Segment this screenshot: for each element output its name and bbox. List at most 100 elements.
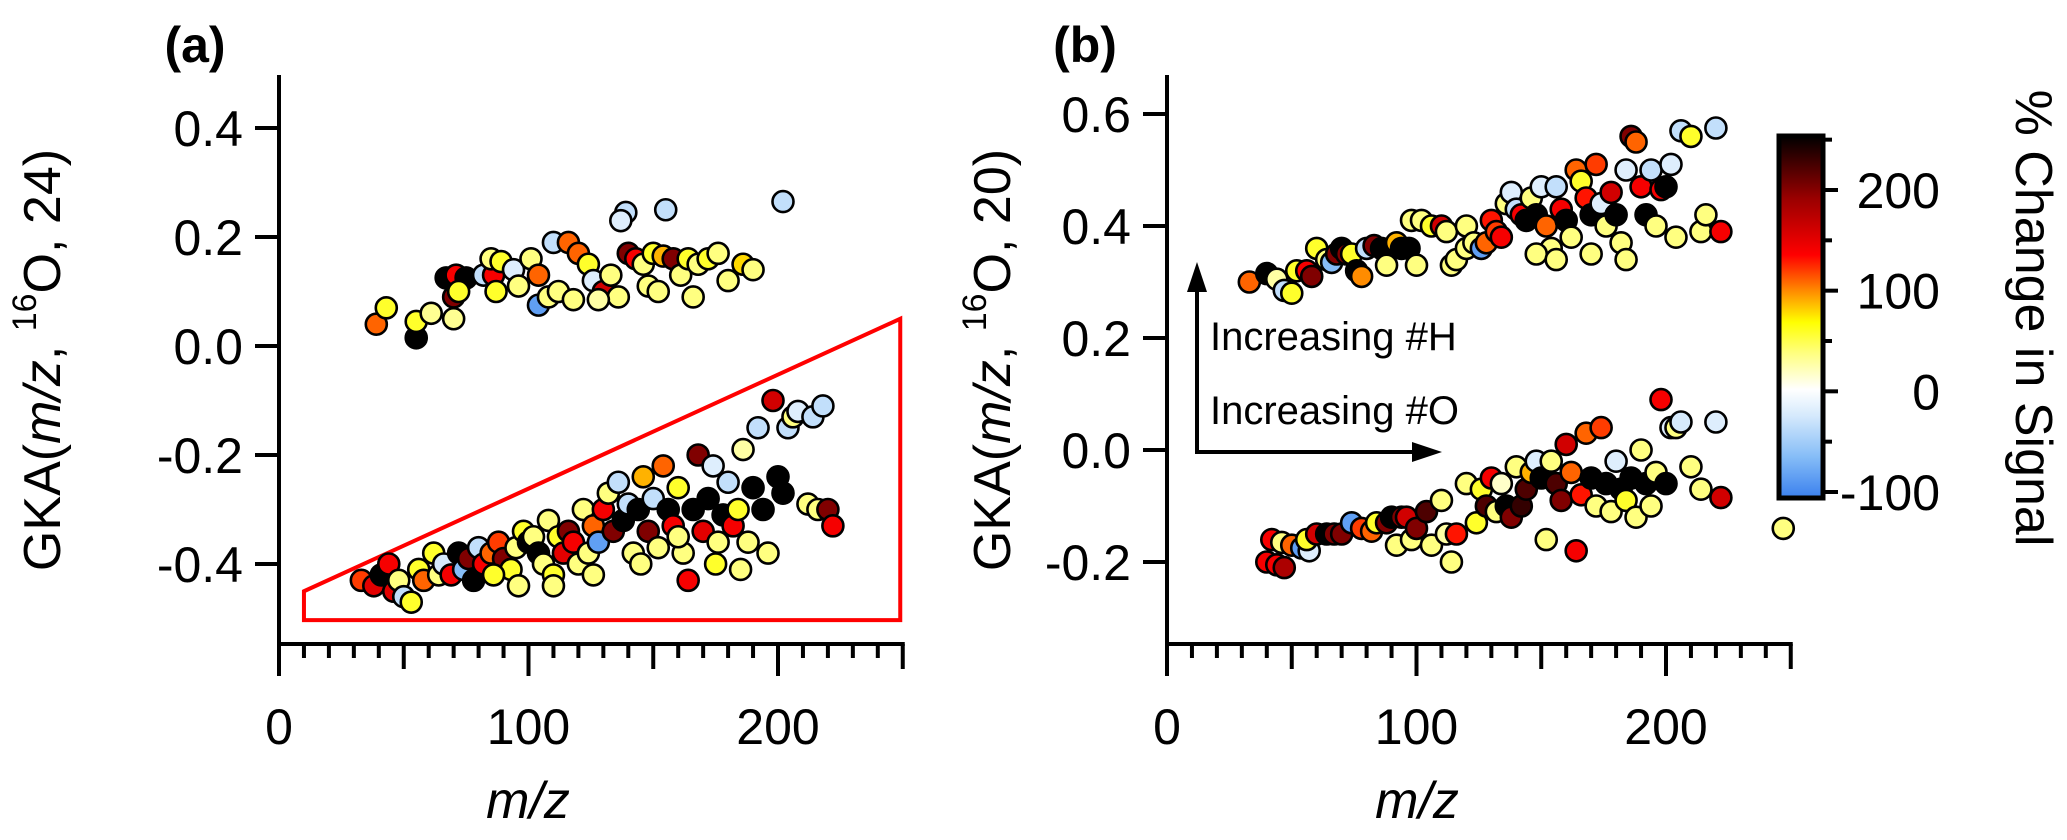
colorbar-tick-label: 100 <box>1857 264 1940 320</box>
ylabel-a-suffix: O, 24) <box>14 149 72 294</box>
panel-b-y-tick-label: 0.0 <box>1061 423 1131 479</box>
panel-b-data-point <box>1589 415 1613 440</box>
panel-b-y-tick-label: -0.2 <box>1045 535 1131 591</box>
panel-a-data-point <box>419 301 443 326</box>
panel-b-data-point <box>1584 152 1608 177</box>
panel-b-data-point <box>1544 247 1569 272</box>
panel-b-data-point <box>1464 510 1489 535</box>
panel-b-data-point <box>1559 225 1583 249</box>
panel-a-data-point <box>811 394 835 418</box>
panel-b-y-tick-label: 0.4 <box>1061 199 1131 255</box>
panel-b-data-point <box>1659 152 1683 177</box>
panel-b-data-point <box>1439 550 1464 574</box>
panel-b-label: (b) <box>1053 17 1117 73</box>
panel-b-x-tick-label: 100 <box>1375 699 1458 755</box>
panel-b-data-point <box>1429 488 1454 513</box>
colorbar: 200 100 0 -100 % Change in Signal <box>1776 90 2062 547</box>
panel-a-label: (a) <box>164 17 225 73</box>
panel-a-data-point <box>646 535 671 560</box>
ylabel-a-comma: , <box>14 331 72 360</box>
panel-a-data-point <box>751 497 775 522</box>
panel-b-data-point <box>1644 214 1668 238</box>
panel-b-x-tick-label: 200 <box>1624 699 1707 755</box>
panel-b-data-point <box>1534 214 1559 238</box>
panel-a-data-point <box>653 197 678 222</box>
ylabel-b-superscript: 16 <box>956 293 994 331</box>
ylabel-b-comma: , <box>964 331 1022 360</box>
panel-b-data-point <box>1559 460 1583 485</box>
panel-b-data-point <box>1434 219 1459 244</box>
panel-a-data-point <box>599 263 623 287</box>
panel-b-data-point <box>1544 175 1569 199</box>
panel-b-data-point <box>1524 242 1549 266</box>
colorbar-scale <box>1776 133 1826 501</box>
direction-arrows: Increasing #H Increasing #O <box>1187 262 1459 462</box>
panel-a-data-point <box>561 287 586 312</box>
panel-a-data-point <box>741 257 765 282</box>
panel-a-data-point <box>716 470 740 495</box>
annotation-increasing-h: Increasing #H <box>1210 315 1457 359</box>
panel-a-data-point <box>646 279 671 304</box>
panel-a-x-tick-label: 200 <box>736 699 819 755</box>
panel-a: (a) GKA(m/z, 16O, 24) m/z 0.40.20.0-0.2-… <box>6 17 905 830</box>
panel-b-data-point <box>1639 494 1663 518</box>
panel-a-data-point <box>703 552 728 576</box>
panel-b: (b) GKA(m/z, 16O, 20) m/z Increasing #H … <box>956 17 1796 830</box>
panel-a-axes: 0.4 0.2 0.0 -0.2 -0.4 0 100 200 <box>157 75 905 755</box>
panel-a-y-tick-label: -0.4 <box>157 537 243 593</box>
panel-a-data-point <box>728 557 753 582</box>
panel-a-x-axis-title: m/z <box>486 772 570 830</box>
panel-a-data-point <box>731 437 755 462</box>
panel-b-data-point <box>1614 488 1638 513</box>
panel-b-data-point <box>1669 410 1693 434</box>
panel-a-data-point <box>696 486 720 511</box>
panel-b-data-point <box>1489 225 1514 249</box>
panel-b-data-point <box>1649 387 1673 412</box>
panel-b-data-point <box>1564 538 1588 563</box>
panel-a-data-point <box>761 388 785 413</box>
panel-b-data-point <box>1604 203 1628 227</box>
panel-b-data-point <box>1654 175 1678 199</box>
panel-b-data-point <box>1639 158 1663 182</box>
panel-b-data-point <box>1554 432 1578 457</box>
panel-b-data-point <box>1404 253 1429 278</box>
panel-b-data-point <box>1604 449 1628 474</box>
panel-a-data-point <box>441 306 466 331</box>
colorbar-tick-label: -100 <box>1840 465 1940 521</box>
panel-b-data-point <box>1299 264 1324 289</box>
panel-a-x-tick-label: 100 <box>487 699 570 755</box>
panel-b-data-point <box>1704 410 1728 434</box>
panel-b-data-point <box>1489 471 1514 496</box>
panel-b-data-point <box>1272 555 1297 580</box>
panel-a-data-point <box>609 208 633 233</box>
panel-a-data-point <box>506 274 531 298</box>
colorbar-title: % Change in Signal <box>2004 90 2062 547</box>
panel-a-data-point <box>681 285 705 309</box>
panel-b-data-point <box>1444 522 1469 546</box>
panel-a-data-point <box>481 563 506 587</box>
panel-a-data-point <box>666 524 691 549</box>
panel-a-data-point <box>746 415 770 440</box>
panel-a-data-point <box>581 563 606 587</box>
annotation-increasing-o: Increasing #O <box>1210 389 1459 433</box>
panel-a-data-point <box>726 497 750 522</box>
panel-a-data-point <box>374 296 399 320</box>
ylabel-b-mz: m/z <box>964 360 1022 444</box>
panel-b-data-point <box>1704 116 1728 140</box>
panel-a-data-point <box>541 573 566 598</box>
panel-a-data-point <box>526 263 551 287</box>
arrow-right-head-icon <box>1412 442 1442 462</box>
panel-b-data-point <box>1709 219 1733 244</box>
panel-b-data-point <box>1579 242 1603 266</box>
panel-b-y-axis-title: GKA(m/z, 16O, 20) <box>956 149 1022 571</box>
panel-a-data-point <box>716 268 740 293</box>
panel-a-highlight-polygon <box>301 315 903 623</box>
panel-a-data-point <box>666 475 691 500</box>
panel-a-data-point <box>606 470 631 495</box>
panel-a-data-point <box>628 552 653 576</box>
ylabel-a-superscript: 16 <box>6 293 44 331</box>
panel-a-data-point <box>736 530 760 555</box>
ylabel-a-prefix: GKA( <box>14 443 72 571</box>
panel-b-points <box>1237 116 1796 580</box>
